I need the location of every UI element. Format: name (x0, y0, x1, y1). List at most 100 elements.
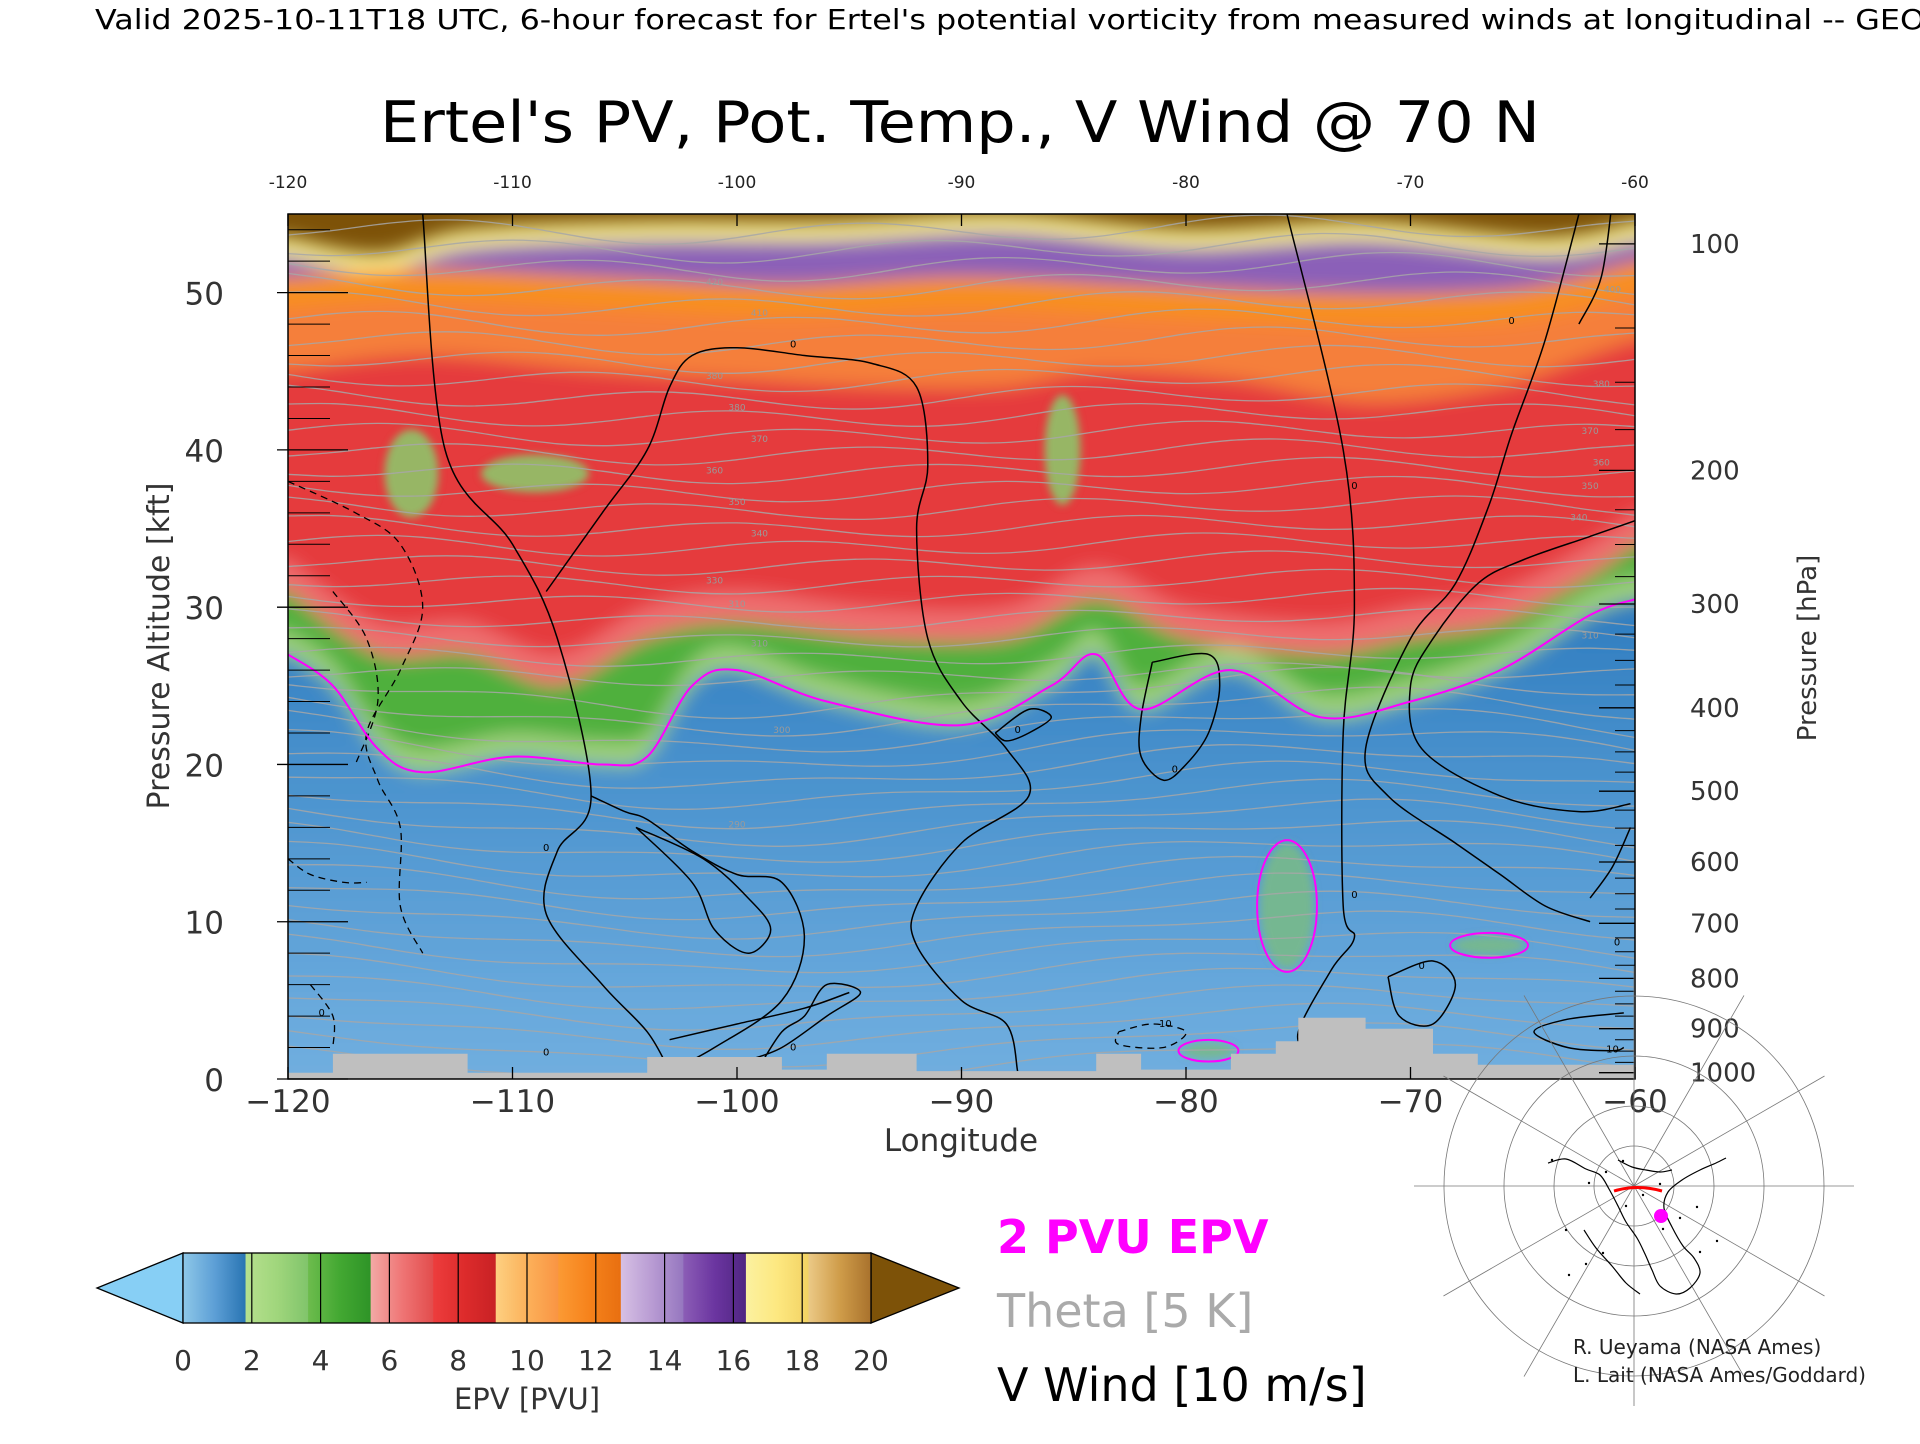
inset-location-marker (1654, 1209, 1668, 1223)
wind-label: 0 (1614, 937, 1620, 948)
colorbar-tick-label: 0 (174, 1344, 192, 1377)
pv2-loop (1256, 839, 1318, 973)
colorbar-tick-label: 4 (312, 1344, 330, 1377)
theta-label: 340 (1570, 514, 1587, 524)
colorbar-segment (370, 1253, 434, 1323)
inset-island (1698, 1250, 1702, 1254)
wind-contour-negative (332, 591, 379, 765)
wind-contour-negative (288, 858, 367, 884)
colorbar-segment (745, 1253, 809, 1323)
theta-line (288, 798, 1635, 847)
pv2-loop (1177, 1038, 1240, 1063)
colorbar-tick-label: 6 (380, 1344, 398, 1377)
pv2-line (288, 598, 1635, 774)
theta-label: 310 (751, 640, 768, 650)
theta-line (288, 1002, 1635, 1050)
pv2-contour (288, 598, 1635, 1063)
colorbar-segment (183, 1253, 247, 1323)
theta-label: 330 (706, 577, 723, 587)
colorbar-tick-label: 8 (449, 1344, 467, 1377)
inset-island (1641, 1193, 1645, 1197)
wind-contour-negative (288, 480, 424, 954)
colorbar-segment (683, 1253, 747, 1323)
wind-contour-negative (1114, 1023, 1187, 1049)
legend-theta: Theta [5 K] (996, 1284, 1253, 1338)
colorbar-segment (433, 1253, 497, 1323)
colorbar-segment (558, 1253, 622, 1323)
wind-label: -10 (1155, 1019, 1171, 1030)
theta-line (288, 495, 1635, 521)
axes: −120-120−110-110−100-100−90-90−80-80−70-… (185, 173, 1757, 1120)
theta-line (288, 550, 1635, 576)
theta-line (288, 568, 1635, 595)
inset-coastline (1547, 1157, 1727, 1295)
v-wind-contours (288, 214, 1635, 1072)
pressure-tick-label: 300 (1690, 590, 1740, 620)
theta-label: 290 (728, 820, 745, 830)
theta-line (288, 383, 1635, 410)
wind-contour-zero (1387, 960, 1457, 1027)
wind-contour-zero (994, 708, 1053, 742)
pv-patch (1181, 1042, 1236, 1059)
x-tick-label-top: -60 (1621, 173, 1649, 193)
x-tick-label-top: -110 (493, 173, 532, 193)
chart-title: Ertel's PV, Pot. Temp., V Wind @ 70 N (380, 90, 1540, 156)
theta-line (288, 855, 1635, 900)
wind-contour-zero (747, 982, 862, 1067)
inset-island (1715, 1239, 1719, 1243)
pv-patch (1453, 935, 1525, 955)
theta-line (288, 708, 1635, 753)
wind-label: 0 (1014, 725, 1020, 736)
wind-label: 0 (543, 843, 549, 854)
theta-line (288, 308, 1635, 336)
colorbar-segment (808, 1253, 872, 1323)
inset-meridian (1633, 1075, 1825, 1187)
theta-line (288, 910, 1635, 958)
theta-label: 350 (1582, 482, 1599, 492)
theta-line (288, 952, 1635, 988)
inset-island (1658, 1182, 1662, 1186)
theta-line (288, 420, 1635, 447)
theta-contours (288, 214, 1635, 1079)
y-tick-label: 30 (185, 591, 224, 627)
x-tick-label-top: -100 (718, 173, 757, 193)
theta-line (288, 290, 1635, 317)
theta-line (288, 984, 1635, 1031)
theta-label: 380 (706, 372, 723, 382)
colorbar-under-arrow (95, 1252, 184, 1324)
inset-island (1587, 1181, 1591, 1185)
theta-label: 370 (751, 435, 768, 445)
x-axis-label: Longitude (884, 1123, 1038, 1159)
wind-contour-zero (635, 826, 772, 954)
credit-lait: L. Lait (NASA Ames/Goddard) (1573, 1363, 1866, 1387)
y-tick-label: 50 (185, 277, 224, 313)
y-axis-label: Pressure Altitude [kft] (142, 483, 177, 810)
theta-line (288, 251, 1635, 282)
wind-contour-zero (1408, 519, 1635, 813)
wind-contour-zero (1286, 214, 1356, 1056)
pressure-tick-label: 500 (1690, 777, 1740, 807)
valid-time-header: Valid 2025-10-11T18 UTC, 6-hour forecast… (95, 3, 1920, 36)
colorbar-tick-label: 10 (509, 1344, 545, 1377)
theta-line (288, 326, 1635, 356)
inset-meridian (1633, 1185, 1825, 1297)
y-tick-label: 40 (185, 434, 224, 470)
theta-line (288, 475, 1635, 503)
colorbar-label: EPV [PVU] (454, 1382, 600, 1416)
pv2-loop (1449, 931, 1529, 959)
inset-coastline (1617, 1159, 1673, 1173)
x-tick-label: −70 (1378, 1084, 1443, 1120)
pressure-tick-label: 1000 (1690, 1059, 1756, 1089)
wind-label: 0 (318, 1008, 324, 1019)
y-tick-label: 10 (185, 906, 224, 942)
theta-line (288, 728, 1635, 767)
theta-line (288, 402, 1635, 427)
theta-line (288, 438, 1635, 466)
wind-label: 0 (543, 1047, 549, 1058)
inset-meridian (1443, 1185, 1635, 1297)
inset-island (1621, 1159, 1625, 1163)
theta-label: 350 (728, 498, 745, 508)
theta-line (288, 532, 1635, 557)
